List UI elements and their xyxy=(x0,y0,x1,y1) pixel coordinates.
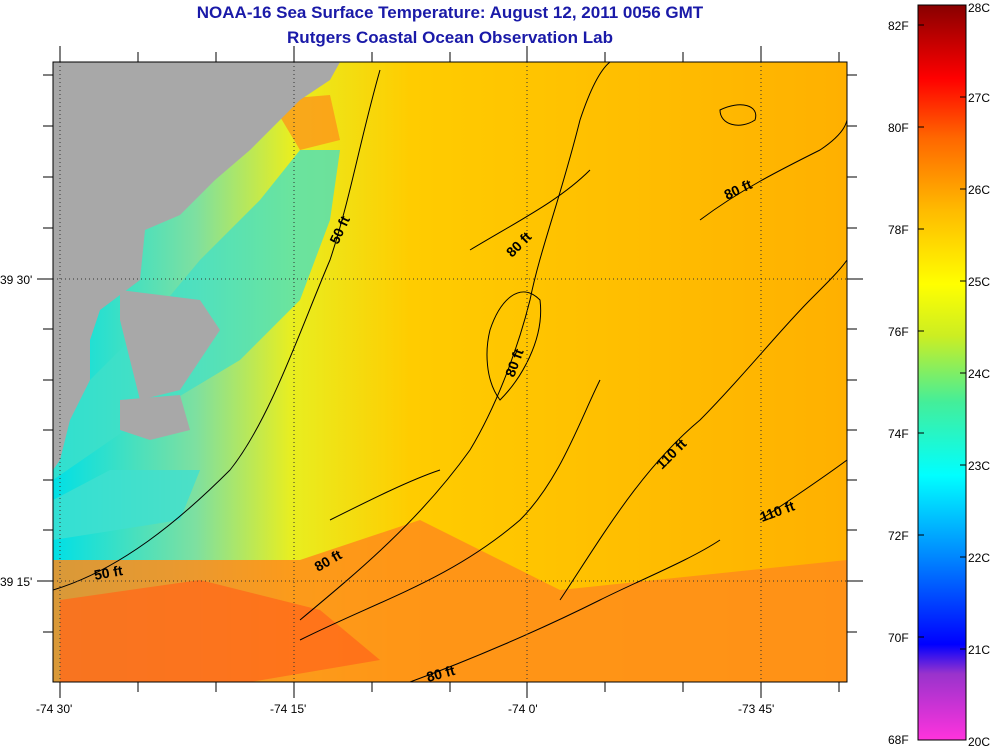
bathymetry-contours xyxy=(53,62,847,682)
lon-tick-label: -73 45' xyxy=(738,702,774,716)
contour-line xyxy=(409,539,721,682)
contour-line xyxy=(299,62,611,621)
lat-tick-label: 39 30' xyxy=(0,273,32,287)
colorbar-label-c: 28C xyxy=(968,1,990,15)
graticule xyxy=(53,62,847,682)
lon-tick-label: -74 30' xyxy=(36,702,72,716)
contour-label: 80 ft xyxy=(425,662,457,685)
colorbar-label-c: 25C xyxy=(968,275,990,289)
contour-line xyxy=(699,119,847,221)
colorbar-label-f: 68F xyxy=(888,733,909,747)
contour-line xyxy=(469,169,591,251)
colorbar-label-f: 72F xyxy=(888,529,909,543)
colorbar-label-f: 74F xyxy=(888,427,909,441)
contour-label: 50 ft xyxy=(93,562,124,583)
colorbar-label-f: 78F xyxy=(888,223,909,237)
colorbar xyxy=(917,4,967,741)
contour-line xyxy=(53,69,381,591)
contour-line xyxy=(559,259,847,601)
land-barrier-island xyxy=(120,395,190,440)
map-subtitle: Rutgers Coastal Ocean Observation Lab xyxy=(287,28,613,47)
contour-line xyxy=(486,291,542,401)
colorbar-label-c: 27C xyxy=(968,91,990,105)
colorbar-label-c: 23C xyxy=(968,459,990,473)
contour-line xyxy=(329,469,441,521)
colorbar-label-c: 22C xyxy=(968,551,990,565)
map-title: NOAA-16 Sea Surface Temperature: August … xyxy=(196,3,704,22)
colorbar-label-f: 80F xyxy=(888,121,909,135)
colorbar-ticks xyxy=(918,24,966,650)
tick-marks xyxy=(37,46,863,698)
colorbar-label-c: 26C xyxy=(968,183,990,197)
land-barrier-island xyxy=(120,290,220,400)
colorbar-label-c: 20C xyxy=(968,735,990,749)
contour-line xyxy=(299,379,601,641)
cool-nearshore-water xyxy=(53,470,200,540)
contour-line xyxy=(759,459,847,521)
colorbar-label-c: 24C xyxy=(968,367,990,381)
colorbar-label-f: 82F xyxy=(888,19,909,33)
colorbar-label-f: 76F xyxy=(888,325,909,339)
land-new-jersey xyxy=(53,62,340,470)
contour-line xyxy=(719,104,757,126)
colorbar-label-f: 70F xyxy=(888,631,909,645)
lat-tick-label: 39 15' xyxy=(0,575,32,589)
colorbar-label-c: 21C xyxy=(968,643,990,657)
warm-water-patch xyxy=(60,580,380,682)
lon-tick-label: -74 0' xyxy=(508,702,538,716)
lon-tick-label: -74 15' xyxy=(270,702,306,716)
